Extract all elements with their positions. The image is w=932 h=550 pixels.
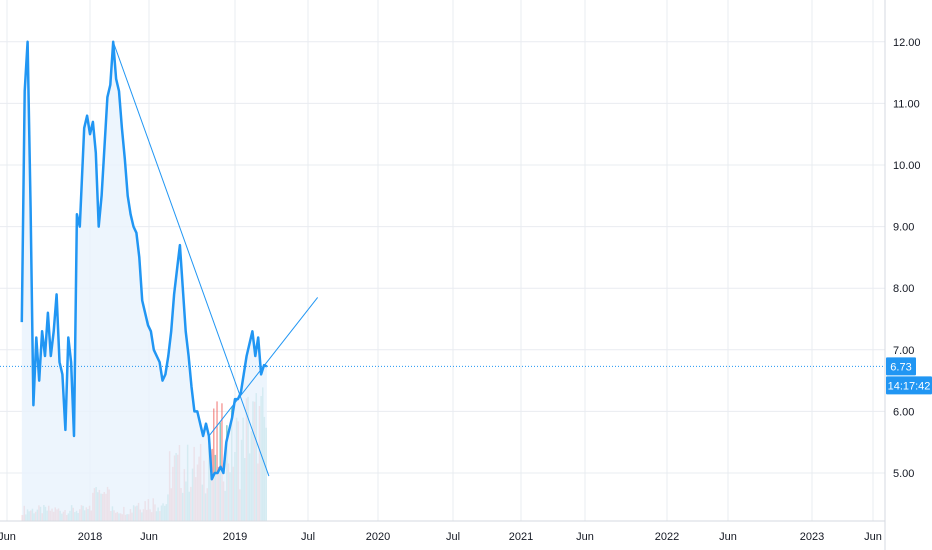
descending-trendline: [112, 41, 270, 477]
last-price-value: 6.73: [890, 361, 911, 373]
price-tick-label: 10.00: [893, 160, 921, 172]
time-tick-label: Jun: [864, 531, 882, 543]
time-tick-label: Jul: [301, 531, 315, 543]
price-axis-labels: 5.00 6.00 7.00 8.00 9.00 10.00 11.00 12.00: [893, 37, 921, 480]
price-area: [21, 41, 267, 522]
time-tick-label: 2019: [223, 531, 247, 543]
price-tick-label: 12.00: [893, 37, 921, 49]
time-tick-label: 2023: [800, 531, 824, 543]
volume-bar: [216, 401, 218, 521]
time-tick-label: 2021: [509, 531, 533, 543]
time-tick-label: Jun: [719, 531, 737, 543]
price-tags: 6.73 14:17:42: [886, 357, 932, 395]
axes: [0, 0, 886, 550]
ascending-trendline: [208, 297, 319, 437]
countdown-value: 14:17:42: [888, 380, 931, 392]
time-tick-label: 2018: [78, 531, 102, 543]
price-tick-label: 6.00: [893, 406, 914, 418]
volume-bar: [213, 408, 215, 521]
time-tick-label: Jul: [446, 531, 460, 543]
countdown-tag: [886, 376, 932, 395]
time-tick-label: Jun: [576, 531, 594, 543]
time-tick-label: Jun: [140, 531, 158, 543]
price-tick-label: 7.00: [893, 345, 914, 357]
price-line: [20, 40, 268, 481]
price-tick-label: 11.00: [893, 98, 920, 110]
price-tick-label: 5.00: [893, 468, 914, 480]
time-axis-labels: Jun 2018 Jun 2019 Jul 2020 Jul 2021 Jun 2022 Jun 20…: [0, 531, 882, 543]
price-tick-label: 8.00: [893, 283, 914, 295]
trendline-drawings[interactable]: [112, 41, 319, 477]
price-series: [20, 40, 268, 481]
price-area-fill: [21, 41, 267, 522]
last-price-tag: [886, 357, 916, 376]
volume-bar: [221, 403, 223, 521]
grid: [0, 0, 885, 521]
time-tick-label: Jun: [0, 531, 16, 543]
time-tick-label: 2022: [655, 531, 679, 543]
time-tick-label: 2020: [366, 531, 390, 543]
price-tick-label: 9.00: [893, 222, 914, 234]
